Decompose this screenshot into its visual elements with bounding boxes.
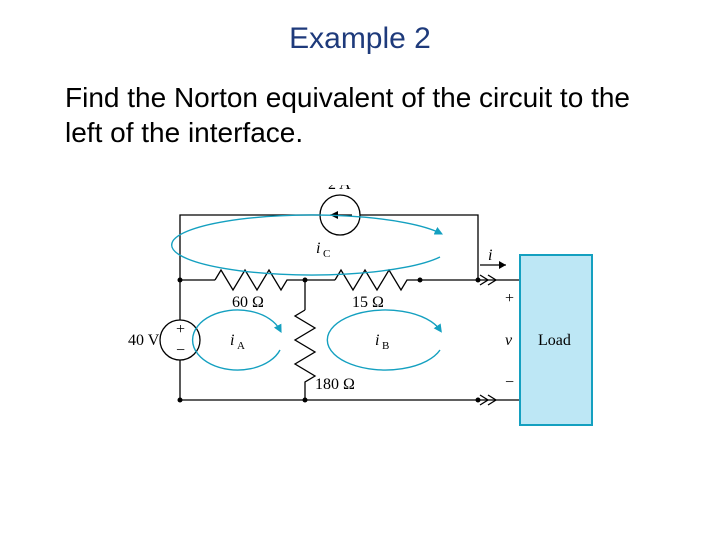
r3-label: 180 Ω bbox=[315, 376, 355, 393]
svg-text:i: i bbox=[316, 240, 320, 257]
r1-label: 60 Ω bbox=[232, 294, 264, 311]
current-source-label: 2 A bbox=[328, 185, 351, 193]
interface-v: v bbox=[505, 332, 513, 349]
r2-label: 15 Ω bbox=[352, 294, 384, 311]
svg-text:+: + bbox=[505, 290, 514, 307]
svg-text:A: A bbox=[237, 340, 245, 352]
svg-text:+: + bbox=[176, 321, 185, 338]
svg-text:B: B bbox=[382, 340, 389, 352]
svg-text:−: − bbox=[176, 342, 185, 359]
circuit-diagram: 2 A 60 Ω 15 Ω + − 40 V 180 Ω i + v − Loa… bbox=[120, 185, 620, 445]
load-label: Load bbox=[538, 332, 571, 349]
svg-text:C: C bbox=[323, 248, 330, 260]
svg-text:i: i bbox=[375, 332, 379, 349]
svg-text:i: i bbox=[230, 332, 234, 349]
slide-title: Example 2 bbox=[0, 22, 720, 56]
problem-statement: Find the Norton equivalent of the circui… bbox=[65, 80, 655, 150]
voltage-source-label: 40 V bbox=[128, 332, 160, 349]
interface-i: i bbox=[488, 247, 492, 264]
svg-text:−: − bbox=[505, 374, 514, 391]
